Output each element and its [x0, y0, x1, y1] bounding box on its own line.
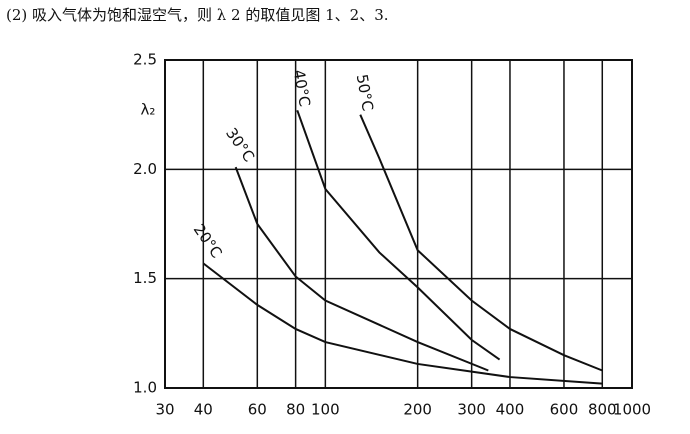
- x-tick-label: 800: [588, 401, 617, 419]
- y-axis-label: λ₂: [141, 101, 156, 119]
- x-tick-label: 60: [248, 401, 267, 419]
- x-tick-label: 30: [155, 401, 174, 419]
- curve: [234, 166, 489, 372]
- y-tick-label: 2.5: [133, 51, 157, 69]
- x-tick-label: 40: [194, 401, 213, 419]
- curve-label: 50°C: [353, 73, 377, 113]
- x-tick-label: 80: [286, 401, 305, 419]
- curve-label: 30°C: [222, 125, 258, 166]
- x-tick-label: 400: [496, 401, 525, 419]
- curve-label: 40°C: [290, 68, 314, 108]
- y-tick-label: 1.5: [133, 269, 157, 287]
- x-tick-label: 300: [457, 401, 486, 419]
- y-tick-label: 1.0: [133, 379, 157, 397]
- curve-label: 20°C: [190, 221, 226, 262]
- x-tick-label: 100: [311, 401, 340, 419]
- curve: [202, 262, 603, 385]
- heading: (2) 吸入气体为饱和湿空气，则 λ 2 的取值见图 1、2、3.: [6, 6, 389, 24]
- x-tick-label: 200: [403, 401, 432, 419]
- curve: [359, 114, 603, 372]
- y-tick-label: 2.0: [133, 160, 157, 178]
- x-tick-label: 1000: [613, 401, 651, 419]
- plot-frame: [164, 59, 633, 389]
- curve: [296, 109, 501, 361]
- x-tick-label: 600: [550, 401, 579, 419]
